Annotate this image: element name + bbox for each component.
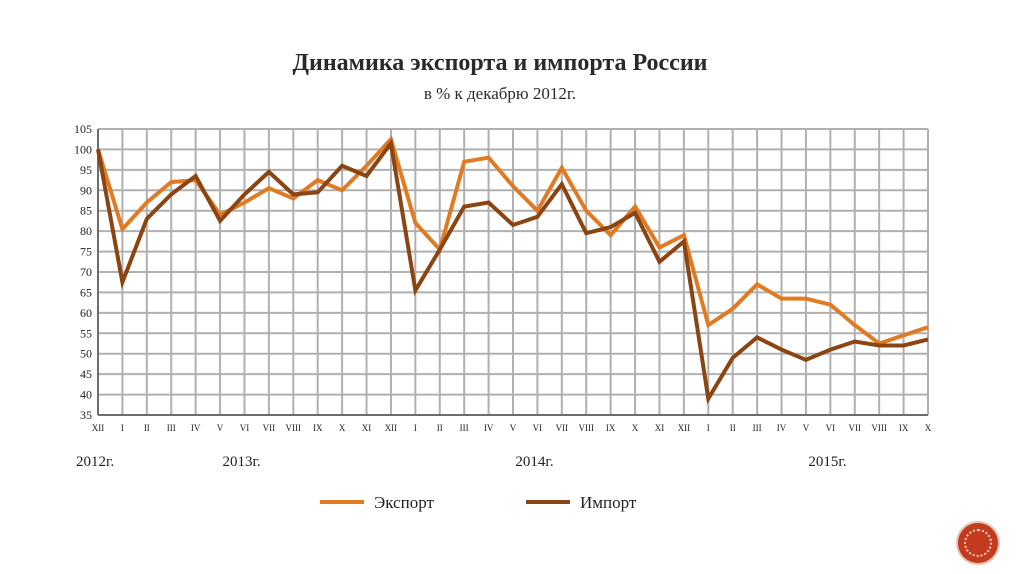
x-tick-label: IX [899, 423, 909, 433]
year-label: 2013г. [222, 454, 260, 470]
x-tick-label: II [730, 423, 736, 433]
y-tick-label: 70 [80, 265, 92, 279]
year-label: 2012г. [76, 454, 114, 470]
x-tick-label: X [925, 423, 932, 433]
legend-label: Экспорт [374, 493, 434, 512]
y-tick-label: 35 [80, 408, 92, 422]
legend: Экспорт Импорт [320, 493, 637, 512]
series-line-import [96, 138, 929, 405]
y-tick-label: 100 [74, 142, 92, 156]
chart-title: Динамика экспорта и импорта России [292, 50, 708, 76]
y-tick-label: 85 [80, 204, 92, 218]
x-tick-label: III [753, 423, 762, 433]
circle-nav-icon [964, 529, 992, 557]
y-tick-label: 60 [80, 306, 92, 320]
x-tick-label: VIII [578, 423, 594, 433]
axes [97, 129, 928, 416]
x-tick-label: V [217, 423, 224, 433]
y-tick-label: 40 [80, 388, 92, 402]
y-tick-label: 95 [80, 163, 92, 177]
y-tick-labels: 35 40 45 50 55 60 65 70 75 80 85 90 95 100 105 [74, 122, 92, 422]
series-line-export [96, 135, 929, 346]
x-tick-label: VIII [286, 423, 302, 433]
x-tick-label: IV [777, 423, 787, 433]
x-tick-label: VI [826, 423, 836, 433]
x-tick-label: X [632, 423, 639, 433]
x-tick-label: V [510, 423, 517, 433]
x-tick-label: III [167, 423, 176, 433]
y-tick-label: 80 [80, 224, 92, 238]
x-tick-label: II [144, 423, 150, 433]
y-tick-label: 50 [80, 347, 92, 361]
year-label: 2014г. [515, 454, 553, 470]
y-tick-label: 65 [80, 285, 92, 299]
x-tick-label: I [414, 423, 417, 433]
x-tick-label: IV [484, 423, 494, 433]
x-tick-label: VIII [871, 423, 887, 433]
x-tick-label: XI [655, 423, 665, 433]
x-tick-label: III [460, 423, 469, 433]
x-tick-label: I [121, 423, 124, 433]
x-tick-label: VII [263, 423, 276, 433]
y-tick-label: 75 [80, 245, 92, 259]
y-tick-label: 45 [80, 367, 92, 381]
x-tick-label: V [803, 423, 810, 433]
legend-label: Импорт [580, 493, 637, 512]
x-tick-label: IX [606, 423, 616, 433]
chart-subtitle: в % к декабрю 2012г. [423, 84, 577, 103]
x-tick-label: IX [313, 423, 323, 433]
y-tick-label: 55 [80, 326, 92, 340]
grid [97, 128, 929, 416]
year-label: 2015г. [808, 454, 846, 470]
x-tick-label: X [339, 423, 346, 433]
x-tick-label: VII [849, 423, 862, 433]
y-tick-label: 90 [80, 183, 92, 197]
year-labels: 2012г. 2013г. 2014г. 2015г. [76, 454, 847, 470]
series-lines [96, 135, 929, 405]
x-tick-label: XI [362, 423, 372, 433]
x-tick-label: VI [240, 423, 250, 433]
x-tick-label: II [437, 423, 443, 433]
x-tick-label: IV [191, 423, 201, 433]
x-tick-label: XII [92, 423, 105, 433]
x-tick-label: VI [533, 423, 543, 433]
x-tick-labels: XII I II III IV V VI VII VIII IX X XI XII I II III IV V VI… [92, 423, 932, 433]
y-tick-label: 105 [74, 122, 92, 136]
x-tick-label: XII [678, 423, 691, 433]
x-tick-label: I [707, 423, 710, 433]
next-slide-button[interactable] [958, 523, 998, 563]
x-tick-label: VII [556, 423, 569, 433]
x-tick-label: XII [385, 423, 398, 433]
